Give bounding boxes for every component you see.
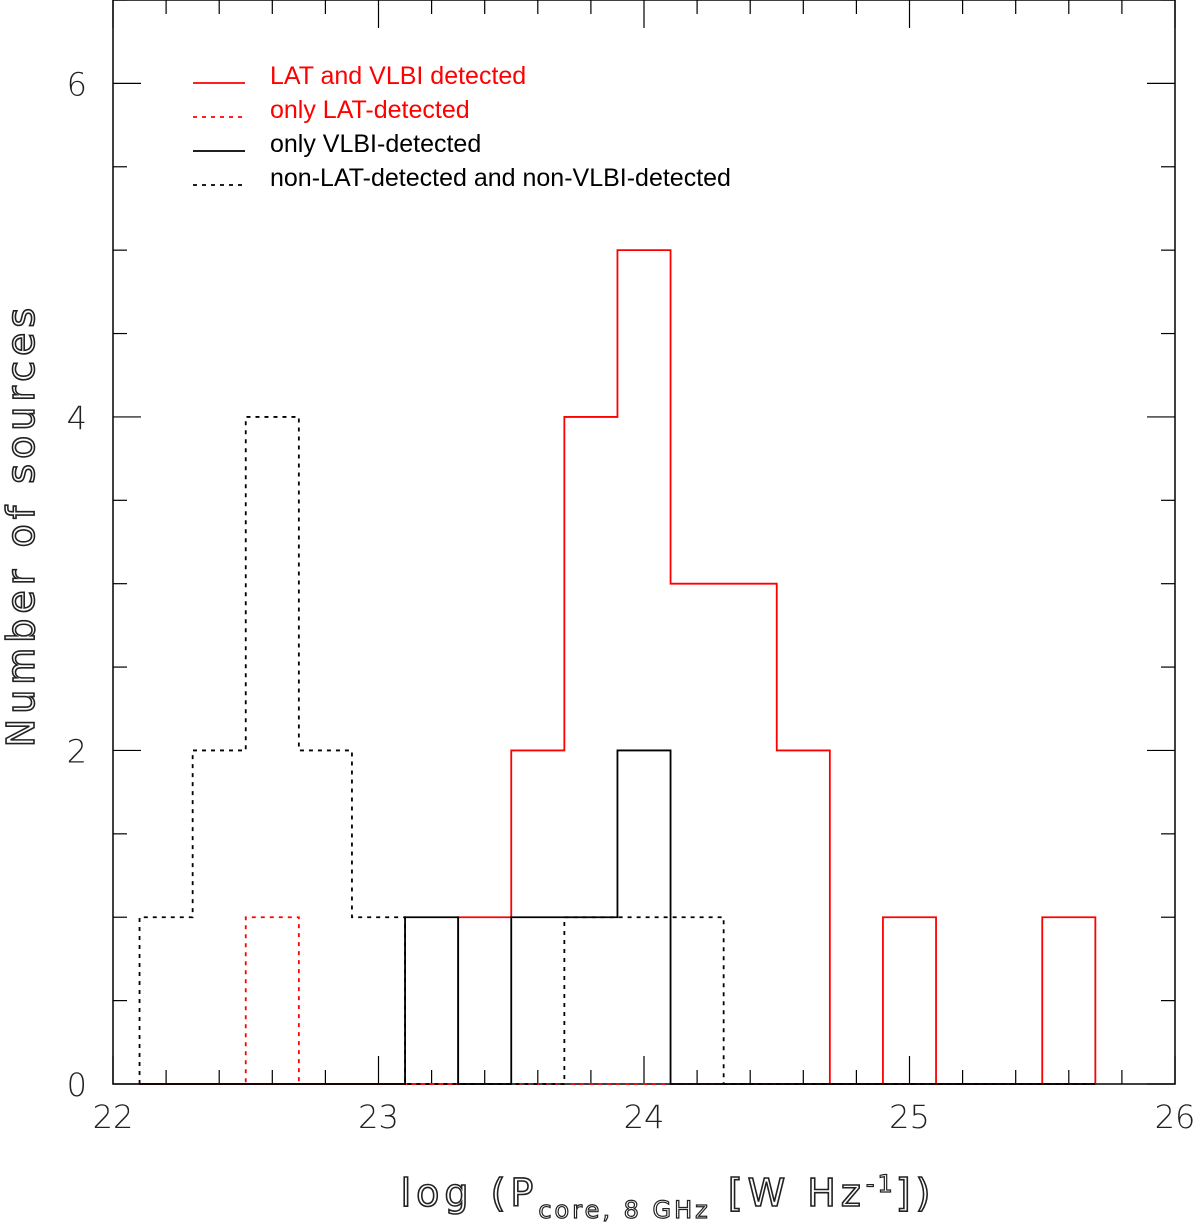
- x-axis-title-prefix: log (P: [401, 1171, 539, 1215]
- axis-ticks: [112, 0, 1176, 1085]
- y-axis-title: Number of sources: [0, 303, 43, 747]
- legend-label: only LAT-detected: [270, 96, 470, 124]
- legend-label: only VLBI-detected: [270, 130, 481, 158]
- x-axis-title-suffix: ]): [896, 1171, 936, 1215]
- y-tick-label: 4: [67, 399, 87, 437]
- x-tick-label: 22: [93, 1098, 134, 1136]
- histogram-series-non-lat-detected-and-non-vlbi-detected: [138, 416, 1096, 1085]
- x-tick-label: 26: [1155, 1098, 1196, 1136]
- x-axis-title-unit: [W Hz: [711, 1171, 866, 1215]
- x-axis-title: log (Pcore, 8 GHz [W Hz-1]): [401, 1170, 936, 1223]
- y-tick-label: 2: [67, 732, 87, 770]
- histogram-series-lat-and-vlbi-detected: [139, 249, 1097, 1085]
- plot-frame: [112, 0, 1176, 1085]
- legend: LAT and VLBI detected only LAT-detected on…: [193, 62, 731, 192]
- x-axis-title-subscript: core, 8 GHz: [538, 1196, 710, 1223]
- legend-label: LAT and VLBI detected: [270, 62, 526, 90]
- histogram-series-only-vlbi-detected: [139, 749, 1096, 1085]
- x-tick-label: 23: [358, 1098, 399, 1136]
- x-tick-label: 25: [889, 1098, 930, 1136]
- x-axis-title-exponent: -1: [866, 1170, 896, 1198]
- histogram-bars: [138, 249, 1097, 1085]
- x-tick-label: 24: [624, 1098, 665, 1136]
- histogram-series-only-lat-detected: [139, 916, 1096, 1085]
- legend-label: non-LAT-detected and non-VLBI-detected: [270, 164, 731, 192]
- y-tick-label: 6: [67, 65, 87, 103]
- y-tick-label: 0: [67, 1066, 87, 1104]
